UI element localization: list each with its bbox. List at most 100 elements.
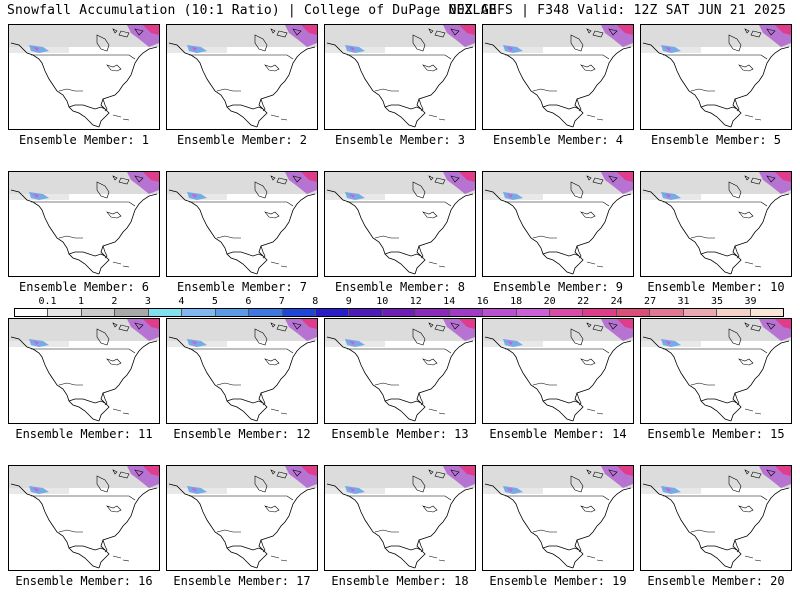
great-lakes — [738, 211, 754, 219]
us-mexico-border — [374, 88, 399, 92]
florida-coast — [260, 392, 266, 406]
ensemble-member-label: Ensemble Member: 16 — [15, 574, 153, 588]
snow-cover-north — [167, 466, 317, 488]
colorbar-tick-label: 8 — [312, 296, 319, 307]
arctic-islands — [744, 469, 776, 479]
coastline — [326, 42, 474, 128]
colorbar-tick-label: 24 — [610, 296, 623, 307]
hudson-bay — [570, 34, 584, 52]
heavy-snow-core — [617, 466, 633, 476]
hudson-bay — [570, 328, 584, 346]
moderate-snow-core — [665, 47, 671, 51]
model-run-info: 00Z GEFS | F348 Valid: 12Z SAT JUN 21 20… — [448, 3, 786, 18]
arctic-islands — [744, 175, 776, 185]
heavy-snow-core — [459, 466, 475, 476]
colorbar-swatch — [349, 309, 383, 316]
north-america-map — [9, 25, 159, 128]
moderate-snow-area — [345, 486, 365, 494]
ensemble-member-map — [8, 24, 160, 130]
snow-cover-north — [325, 319, 475, 341]
gulf-coast — [68, 251, 106, 257]
heavy-snow-core — [459, 319, 475, 329]
us-mexico-border — [690, 235, 715, 239]
colorbar-tick-label: 12 — [409, 296, 422, 307]
heavy-snow-core — [143, 172, 159, 182]
heavy-snow-core — [775, 25, 791, 35]
caribbean-islands — [270, 261, 288, 268]
coastline — [168, 189, 316, 275]
colorbar-tick-label: 16 — [476, 296, 489, 307]
ensemble-member-label: Ensemble Member: 10 — [647, 280, 785, 294]
snow-cover-north — [325, 172, 475, 194]
ensemble-member-label: Ensemble Member: 11 — [15, 427, 153, 441]
great-lakes — [738, 64, 754, 72]
arctic-islands — [744, 28, 776, 38]
arctic-islands — [270, 175, 302, 185]
heavy-snow-core — [143, 466, 159, 476]
caribbean-islands — [428, 408, 446, 415]
colorbar-swatch — [416, 309, 450, 316]
ensemble-member-label: Ensemble Member: 8 — [334, 280, 466, 294]
caribbean-islands — [270, 114, 288, 121]
hudson-bay — [570, 475, 584, 493]
great-lakes — [422, 358, 438, 366]
ensemble-member-label: Ensemble Member: 20 — [647, 574, 785, 588]
great-lakes — [422, 211, 438, 219]
colorbar-swatch — [182, 309, 216, 316]
coastline — [10, 336, 158, 422]
north-america-map — [325, 319, 475, 422]
great-lakes — [264, 358, 280, 366]
moderate-snow-area — [345, 339, 365, 347]
north-america-map — [641, 466, 791, 569]
north-america-map — [641, 172, 791, 275]
colorbar-tick-label: 22 — [577, 296, 590, 307]
moderate-snow-area — [29, 192, 49, 200]
arctic-islands — [428, 469, 460, 479]
gulf-coast — [68, 545, 106, 551]
moderate-snow-area — [661, 45, 681, 53]
snow-cover-north — [9, 466, 159, 488]
moderate-snow-area — [187, 192, 207, 200]
gulf-coast — [68, 104, 106, 110]
us-canada-border — [663, 201, 768, 207]
arctic-islands — [270, 469, 302, 479]
us-canada-border — [189, 201, 294, 207]
florida-coast — [734, 539, 740, 553]
gulf-coast — [226, 398, 264, 404]
colorbar-tick-label: 9 — [345, 296, 352, 307]
florida-coast — [102, 98, 108, 112]
hudson-bay — [254, 475, 268, 493]
ensemble-member-label: Ensemble Member: 6 — [18, 280, 150, 294]
ensemble-member-label: Ensemble Member: 3 — [334, 133, 466, 147]
hudson-bay — [254, 34, 268, 52]
heavy-snow-core — [301, 25, 317, 35]
us-canada-border — [189, 348, 294, 354]
ensemble-member-map — [8, 171, 160, 277]
moderate-snow-area — [29, 339, 49, 347]
florida-coast — [102, 392, 108, 406]
great-lakes — [106, 505, 122, 513]
colorbar-swatch — [650, 309, 684, 316]
great-lakes — [422, 505, 438, 513]
ensemble-member-map — [640, 465, 792, 571]
us-mexico-border — [58, 529, 83, 533]
us-mexico-border — [216, 235, 241, 239]
us-mexico-border — [216, 382, 241, 386]
ensemble-member-label: Ensemble Member: 9 — [492, 280, 624, 294]
ensemble-member-map — [324, 465, 476, 571]
gulf-coast — [542, 545, 580, 551]
colorbar-swatch — [215, 309, 250, 316]
us-mexico-border — [690, 382, 715, 386]
great-lakes — [580, 505, 596, 513]
ensemble-member-map — [324, 318, 476, 424]
caribbean-islands — [270, 408, 288, 415]
gulf-coast — [700, 251, 738, 257]
caribbean-islands — [428, 555, 446, 562]
us-mexico-border — [374, 529, 399, 533]
north-america-map — [325, 172, 475, 275]
moderate-snow-core — [507, 194, 513, 198]
colorbar-swatch — [249, 309, 283, 316]
us-canada-border — [663, 348, 768, 354]
moderate-snow-core — [349, 47, 355, 51]
colorbar-swatch — [282, 309, 316, 316]
